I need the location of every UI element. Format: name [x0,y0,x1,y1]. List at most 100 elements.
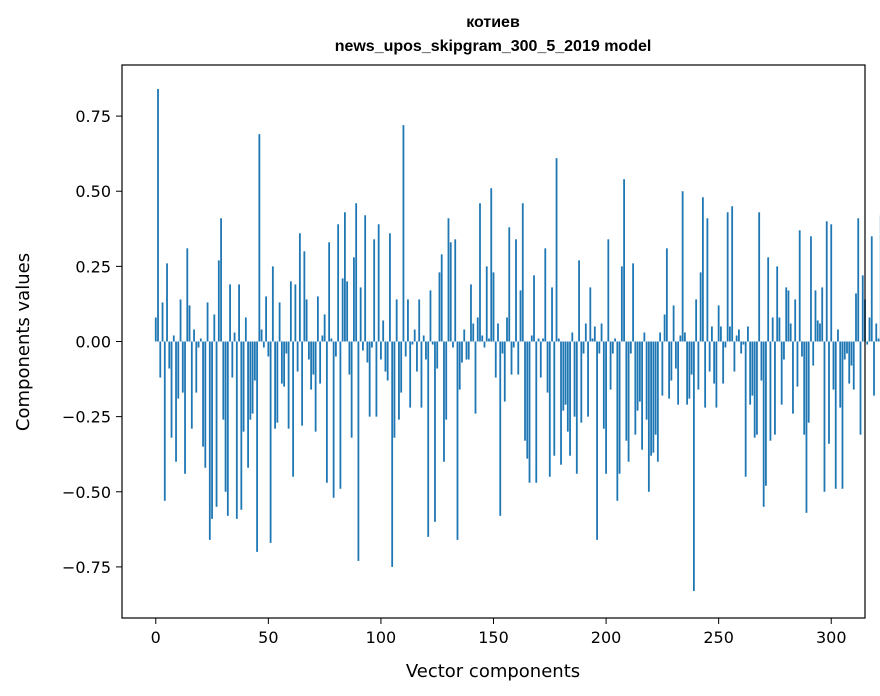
bar-94 [366,341,369,363]
y-tick-label: −0.50 [62,483,111,502]
bar-44 [253,341,256,381]
bar-124 [434,341,436,522]
bar-69 [310,341,313,390]
bar-266 [753,341,756,438]
bar-35 [233,332,236,342]
bar-67 [305,299,308,342]
bar-95 [368,341,371,417]
bar-321 [877,338,880,342]
bar-217 [643,332,646,342]
bar-277 [778,317,781,342]
bar-284 [794,299,797,342]
bar-314 [861,275,864,342]
bar-108 [398,341,400,420]
bar-288 [803,341,806,435]
bar-232 [677,341,680,405]
chart-title: котиев [466,14,520,31]
bar-283 [792,341,794,414]
bar-66 [303,251,306,342]
bar-280 [785,287,788,342]
bar-250 [717,305,720,342]
bar-144 [479,203,481,342]
bar-200 [605,341,607,474]
bar-185 [571,332,574,342]
bar-186 [573,341,576,417]
bar-79 [332,341,335,498]
bar-127 [440,254,443,342]
x-tick-label: 0 [151,628,161,647]
x-tick-label: 250 [703,628,734,647]
bar-205 [616,341,619,501]
bar-106 [393,341,396,438]
bar-51 [269,341,272,543]
bar-155 [503,341,506,402]
bar-32 [226,341,229,516]
bar-131 [449,242,452,342]
bar-49 [265,296,267,342]
bar-313 [859,341,862,435]
bar-198 [600,323,603,342]
bar-244 [704,341,707,408]
bar-305 [841,341,844,489]
bar-219 [647,341,650,492]
bar-183 [566,341,569,432]
bar-28 [217,260,220,342]
x-tick-label: 100 [366,628,397,647]
bar-271 [765,341,767,486]
bar-268 [758,212,761,342]
bar-290 [807,341,810,423]
bar-176 [551,287,553,342]
bar-287 [801,341,803,357]
bar-208 [623,179,625,342]
bar-263 [747,326,749,342]
bar-234 [681,191,684,342]
bar-170 [537,338,540,342]
bar-247 [711,326,713,342]
bar-71 [314,341,317,432]
bar-273 [769,341,772,441]
x-tick-label: 150 [478,628,509,647]
bar-150 [492,272,495,342]
bar-75 [323,314,326,342]
bar-178 [555,158,558,342]
bar-76 [325,341,328,483]
bar-310 [852,341,855,390]
bar-221 [652,341,655,453]
bar-239 [692,341,695,591]
bar-201 [607,239,610,342]
bar-225 [661,341,664,396]
bar-296 [821,287,824,342]
bar-230 [672,305,675,342]
bar-31 [224,341,227,492]
bar-224 [659,332,662,342]
y-tick-label: −0.75 [62,558,111,577]
x-axis-label: Vector components [406,661,580,682]
bar-103 [386,341,389,381]
bar-140 [470,284,472,342]
bar-294 [816,320,819,342]
bar-195 [593,326,596,342]
bars-group [154,89,880,591]
bar-286 [798,230,801,342]
bar-257 [733,341,736,372]
bar-36 [235,341,238,519]
bar-59 [287,341,290,429]
bar-84 [344,212,346,342]
bar-142 [474,341,477,414]
bar-318 [870,236,873,342]
bar-261 [742,341,745,345]
bar-97 [373,239,376,342]
bar-0 [154,317,157,342]
bar-34 [231,341,234,378]
bar-301 [832,341,835,390]
bar-39 [242,341,245,432]
bar-48 [262,341,265,348]
bar-256 [731,206,734,342]
bar-98 [375,341,378,417]
bar-68 [307,341,310,360]
bar-184 [569,341,571,456]
bar-99 [377,224,380,342]
bar-188 [578,260,580,342]
bar-135 [458,341,461,390]
bar-132 [452,341,454,348]
